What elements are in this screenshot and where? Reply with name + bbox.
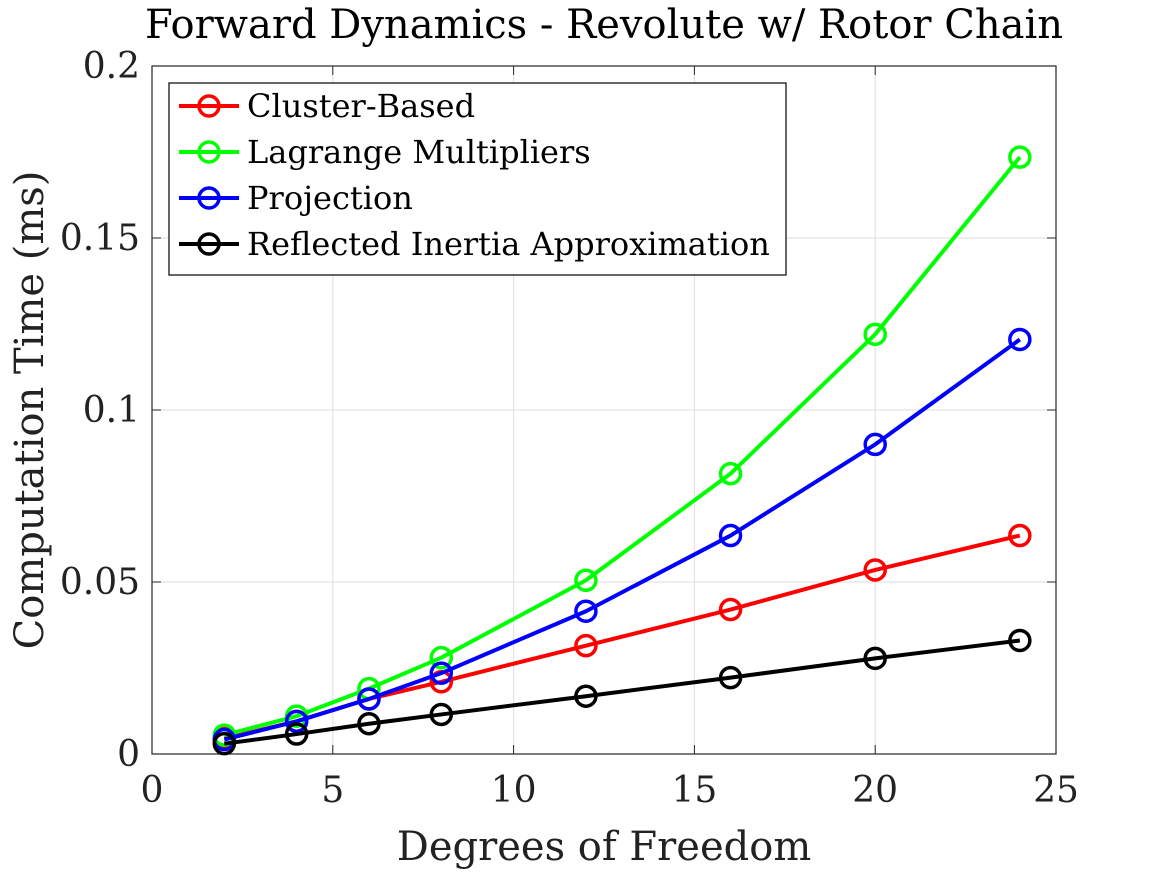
legend-swatch-marker	[197, 94, 221, 118]
y-tick-label: 0.05	[60, 562, 140, 603]
legend-item: Reflected Inertia Approximation	[179, 225, 770, 263]
legend-swatch-marker	[197, 186, 221, 210]
x-tick-label: 5	[321, 770, 344, 811]
data-point	[284, 709, 309, 734]
axis-ticks: 0 5 10 15 20 25 0 0.05 0.1 0.15 0.2	[60, 46, 1079, 811]
x-tick-label: 15	[671, 770, 717, 811]
legend-label: Projection	[247, 179, 413, 217]
data-point	[863, 322, 887, 347]
data-point	[357, 687, 381, 711]
data-point	[718, 523, 743, 548]
data-point	[574, 633, 598, 658]
data-point	[1008, 628, 1032, 653]
series	[212, 523, 1032, 751]
legend-label: Reflected Inertia Approximation	[247, 225, 770, 263]
data-point	[1008, 523, 1032, 548]
legend: Cluster-Based Lagrange Multipliers Project…	[168, 82, 787, 276]
legend-box	[168, 82, 787, 276]
x-tick-label: 20	[852, 770, 898, 811]
legend-label: Lagrange Multipliers	[247, 133, 591, 171]
data-point	[357, 711, 381, 736]
data-point	[863, 558, 887, 582]
x-axis-label: Degrees of Freedom	[397, 824, 812, 870]
series-line	[223, 155, 1022, 738]
data-point	[212, 731, 237, 756]
data-point	[429, 702, 454, 727]
series	[212, 628, 1032, 756]
data-point	[1008, 327, 1032, 352]
data-point	[574, 568, 598, 593]
legend-label: Cluster-Based	[247, 87, 475, 125]
y-tick-label: 0.1	[83, 390, 140, 431]
data-point	[284, 722, 309, 746]
y-tick-label: 0.2	[83, 46, 140, 87]
series-line	[223, 337, 1022, 742]
series	[212, 327, 1032, 752]
data-point	[429, 645, 454, 670]
legend-swatch-marker	[197, 140, 221, 164]
data-point	[718, 461, 743, 486]
legend-item: Lagrange Multipliers	[179, 133, 591, 171]
data-point	[718, 665, 743, 690]
data-point	[718, 597, 743, 622]
legend-swatch-marker	[197, 232, 221, 256]
x-tick-label: 0	[141, 770, 164, 811]
series-line	[224, 638, 1021, 746]
y-tick-label: 0	[117, 734, 140, 775]
x-tick-label: 10	[491, 770, 537, 811]
y-tick-label: 0.15	[60, 218, 140, 259]
data-point	[574, 684, 598, 708]
chart-title: Forward Dynamics - Revolute w/ Rotor Cha…	[145, 2, 1063, 48]
y-axis-label: Computation Time (ms)	[7, 171, 53, 650]
x-tick-label: 25	[1033, 770, 1079, 811]
legend-item: Projection	[179, 179, 413, 217]
data-point	[429, 661, 454, 685]
legend-item: Cluster-Based	[179, 87, 475, 125]
data-point	[574, 599, 598, 623]
data-point	[863, 432, 887, 457]
data-point	[863, 646, 887, 671]
data-point	[1008, 145, 1032, 169]
series-group	[212, 145, 1032, 756]
